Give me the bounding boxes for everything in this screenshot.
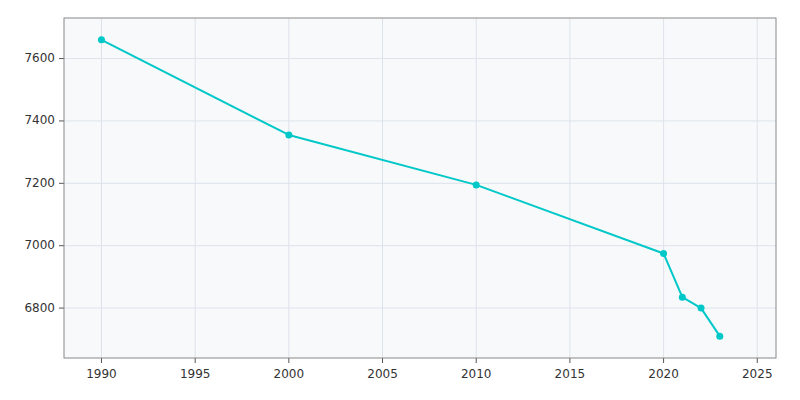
grid-line-x bbox=[288, 18, 289, 358]
tick-label-x: 2005 bbox=[367, 367, 398, 381]
tick-label-x: 2020 bbox=[648, 367, 679, 381]
tick-y bbox=[59, 308, 64, 309]
tick-label-y: 7600 bbox=[24, 51, 55, 65]
tick-y bbox=[59, 183, 64, 184]
grid-line-y bbox=[64, 308, 776, 309]
tick-label-x: 1995 bbox=[180, 367, 211, 381]
tick-x bbox=[382, 358, 383, 363]
tick-label-y: 7000 bbox=[24, 238, 55, 252]
marker bbox=[698, 305, 705, 312]
tick-y bbox=[59, 58, 64, 59]
grid-line-y bbox=[64, 58, 776, 59]
tick-label-x: 2010 bbox=[461, 367, 492, 381]
tick-label-x: 2015 bbox=[555, 367, 586, 381]
tick-label-y: 7400 bbox=[24, 113, 55, 127]
marker bbox=[98, 36, 105, 43]
line bbox=[101, 40, 719, 336]
grid-line-x bbox=[101, 18, 102, 358]
tick-x bbox=[663, 358, 664, 363]
tick-x bbox=[569, 358, 570, 363]
marker bbox=[660, 250, 667, 257]
marker bbox=[473, 181, 480, 188]
grid-line-x bbox=[195, 18, 196, 358]
marker bbox=[285, 131, 292, 138]
tick-x bbox=[288, 358, 289, 363]
grid-line-x bbox=[382, 18, 383, 358]
plot-background bbox=[64, 18, 776, 358]
tick-y bbox=[59, 120, 64, 121]
grid-line-x bbox=[569, 18, 570, 358]
tick-x bbox=[195, 358, 196, 363]
tick-x bbox=[476, 358, 477, 363]
data-group bbox=[98, 36, 723, 339]
tick-label-x: 2000 bbox=[274, 367, 305, 381]
tick-x bbox=[757, 358, 758, 363]
tick-label-x: 1990 bbox=[86, 367, 117, 381]
grid-line-y bbox=[64, 245, 776, 246]
chart: 6800 7000 7200 7400 7600 1990 1995 2000 2005 2010… bbox=[0, 0, 800, 400]
tick-label-y: 7200 bbox=[24, 176, 55, 190]
grid-line-y bbox=[64, 120, 776, 121]
tick-label-y: 6800 bbox=[24, 301, 55, 315]
plot-frame bbox=[64, 18, 776, 358]
grid bbox=[64, 18, 776, 358]
grid-line-y bbox=[64, 183, 776, 184]
marker bbox=[716, 333, 723, 340]
grid-line-x bbox=[663, 18, 664, 358]
tick-y bbox=[59, 245, 64, 246]
marker bbox=[679, 294, 686, 301]
axes: 6800 7000 7200 7400 7600 1990 1995 2000 2005 2010… bbox=[24, 51, 772, 381]
tick-label-x: 2025 bbox=[742, 367, 773, 381]
tick-x bbox=[101, 358, 102, 363]
grid-line-x bbox=[757, 18, 758, 358]
